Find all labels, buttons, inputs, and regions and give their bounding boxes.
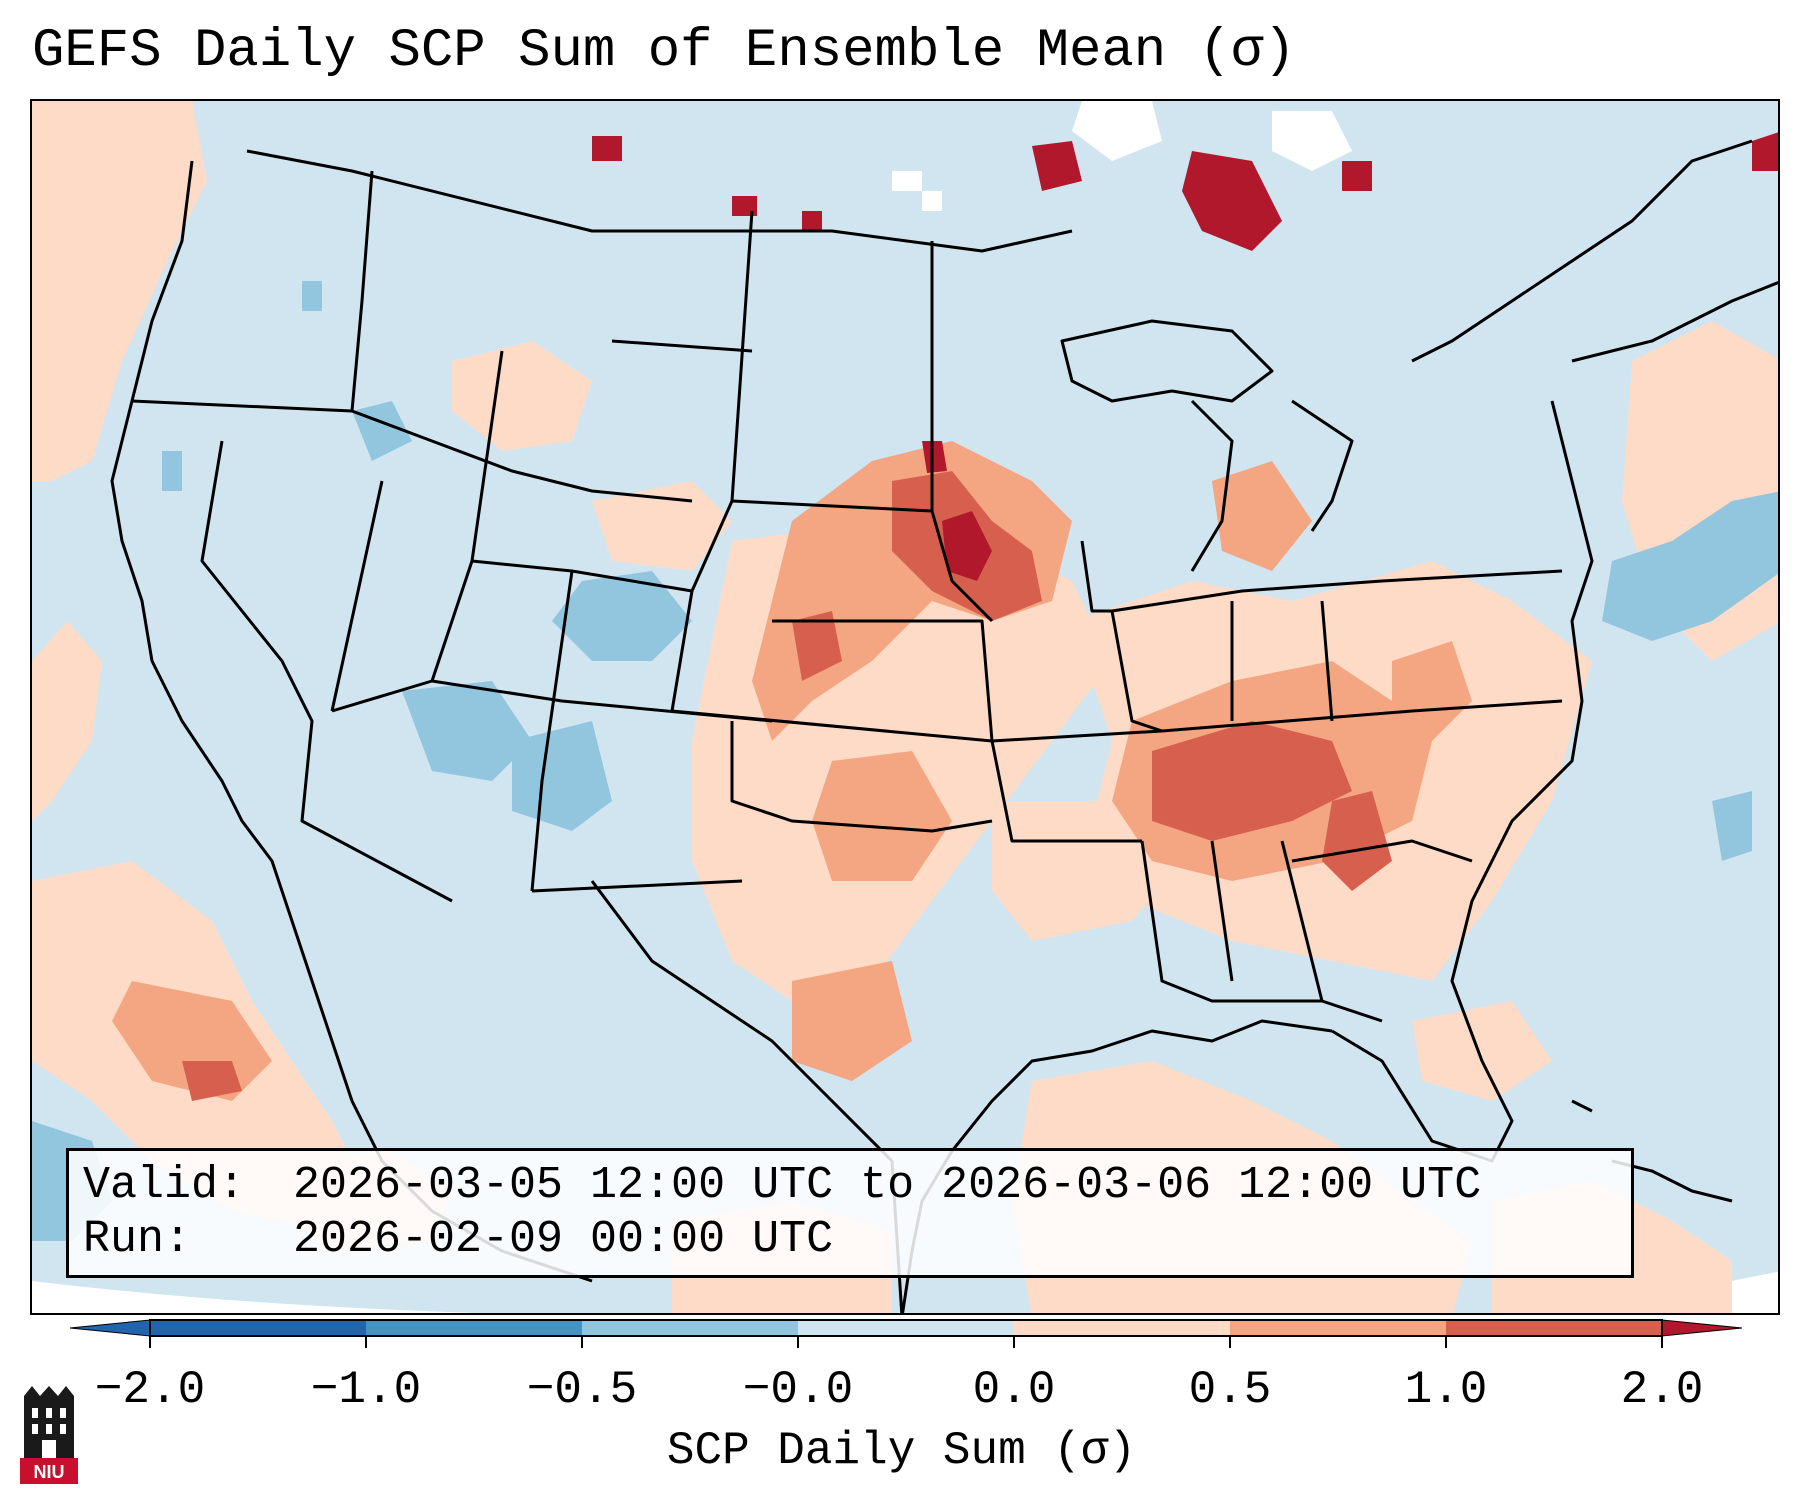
colorbar-max-extend <box>1661 1319 1743 1337</box>
colorbar-label: SCP Daily Sum (σ) <box>666 1425 1137 1477</box>
map-panel <box>30 99 1780 1315</box>
scp-map <box>32 101 1778 1313</box>
valid-info-box: Valid: 2026-03-05 12:00 UTC to 2026-03-0… <box>66 1148 1634 1278</box>
colorbar-segment-5 <box>1014 1320 1230 1336</box>
colorbar-segment-4 <box>798 1320 1014 1336</box>
colorbar-tick-5: 0.5 <box>1188 1364 1272 1416</box>
colorbar-tick-2: −0.5 <box>526 1364 638 1416</box>
valid-value: 2026-03-05 12:00 UTC to 2026-03-06 12:00… <box>293 1160 1482 1211</box>
run-value: 2026-02-09 00:00 UTC <box>293 1214 834 1265</box>
anomaly-strong-positive <box>182 471 1392 1101</box>
niu-logo-icon: NIU <box>20 1386 78 1484</box>
colorbar-tick-7: 2.0 <box>1620 1364 1704 1416</box>
colorbar <box>70 1319 1743 1348</box>
boundary-lines <box>110 139 1778 1313</box>
anomaly-extreme-positive <box>592 132 1778 581</box>
colorbar-segment-2 <box>366 1320 582 1336</box>
run-row: Run: 2026-02-09 00:00 UTC <box>83 1213 1617 1267</box>
valid-key: Valid: <box>83 1160 246 1211</box>
colorbar-tick-1: −1.0 <box>310 1364 422 1416</box>
anomaly-void <box>892 101 1352 211</box>
colorbar-segment-6 <box>1230 1320 1446 1336</box>
colorbar-tick-0: −2.0 <box>94 1364 206 1416</box>
colorbar-segment-3 <box>582 1320 798 1336</box>
map-title: GEFS Daily SCP Sum of Ensemble Mean (σ) <box>32 21 1296 82</box>
valid-row: Valid: 2026-03-05 12:00 UTC to 2026-03-0… <box>83 1159 1617 1213</box>
niu-logo-text: NIU <box>34 1462 65 1482</box>
colorbar-tick-3: −0.0 <box>742 1364 854 1416</box>
colorbar-min-extend <box>70 1319 151 1337</box>
colorbar-segment-7 <box>1446 1320 1662 1336</box>
colorbar-tick-4: 0.0 <box>972 1364 1056 1416</box>
colorbar-segment-1 <box>150 1320 366 1336</box>
colorbar-tick-6: 1.0 <box>1404 1364 1488 1416</box>
run-key: Run: <box>83 1214 192 1265</box>
